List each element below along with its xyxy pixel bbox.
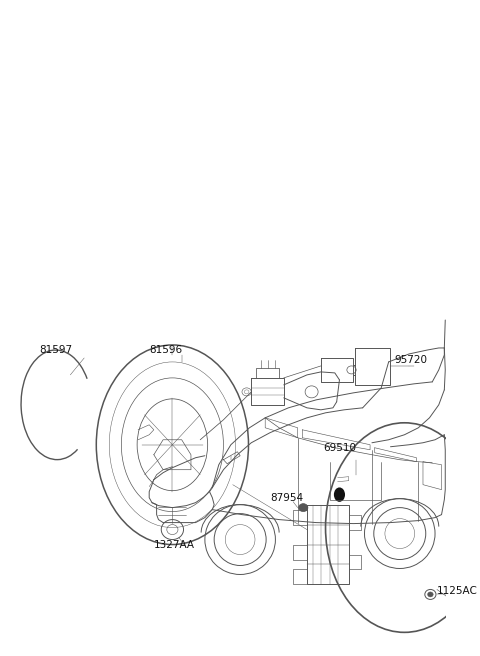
Ellipse shape	[428, 592, 433, 597]
Text: 1327AA: 1327AA	[154, 539, 195, 550]
Text: 1125AC: 1125AC	[437, 586, 478, 596]
Text: 69510: 69510	[324, 443, 357, 453]
Text: 81597: 81597	[40, 345, 73, 355]
Ellipse shape	[334, 487, 345, 502]
Text: 81596: 81596	[149, 345, 182, 355]
Text: 95720: 95720	[394, 355, 427, 365]
Text: 87954: 87954	[270, 493, 303, 502]
Ellipse shape	[299, 504, 308, 512]
